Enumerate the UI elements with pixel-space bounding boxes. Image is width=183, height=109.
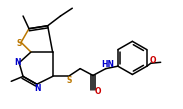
Text: HN: HN [101, 60, 114, 69]
Text: S: S [16, 39, 22, 48]
Text: S: S [67, 76, 72, 85]
Text: N: N [14, 58, 20, 67]
Text: O: O [95, 87, 101, 96]
Text: N: N [35, 84, 41, 93]
Text: O: O [150, 56, 156, 65]
